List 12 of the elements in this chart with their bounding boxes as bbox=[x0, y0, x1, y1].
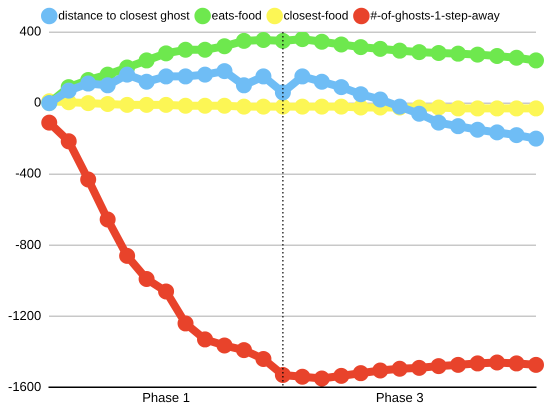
y-tick-label: -1600 bbox=[8, 378, 42, 394]
y-tick-label: 0 bbox=[34, 94, 42, 110]
y-tick-label: -1200 bbox=[8, 308, 42, 323]
legend-label: closest-food bbox=[284, 8, 348, 22]
legend-label: eats-food bbox=[212, 8, 262, 22]
legend-label: #-of-ghosts-1-step-away bbox=[370, 8, 500, 22]
y-tick-label: -400 bbox=[15, 166, 42, 181]
y-tick-label: -800 bbox=[15, 236, 42, 252]
legend-label: distance to closest ghost bbox=[58, 8, 190, 22]
x-tick-label: Phase 1 bbox=[142, 390, 190, 405]
x-tick-label: Phase 3 bbox=[376, 390, 424, 405]
y-tick-label: 400 bbox=[20, 24, 42, 39]
